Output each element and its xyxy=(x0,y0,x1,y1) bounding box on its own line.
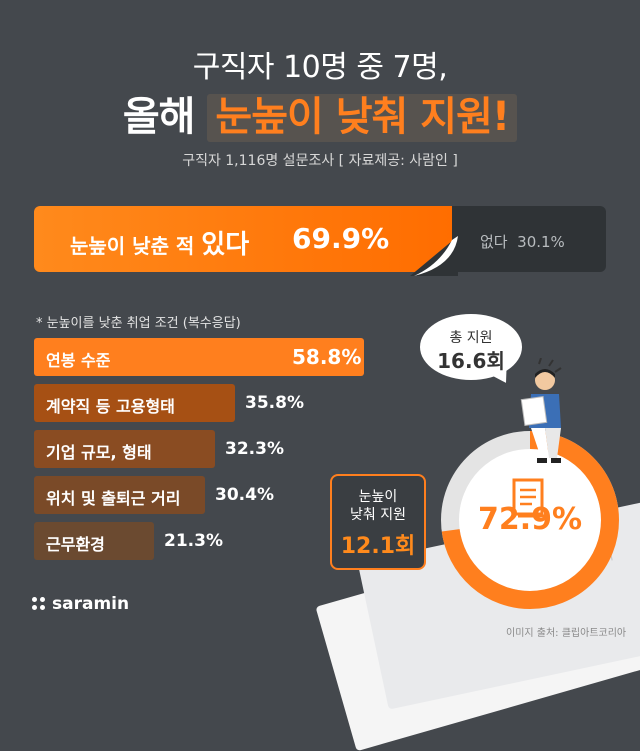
condition-bar xyxy=(34,522,154,560)
title-line2-prefix: 올해 xyxy=(122,94,196,140)
condition-bar xyxy=(34,338,364,376)
main-yes-value: 69.9% xyxy=(292,222,390,255)
ring-value: 72.9% xyxy=(477,502,583,537)
title-line2-highlight: 눈높이 낮춰 지원! xyxy=(207,94,518,142)
lowered-applications-value: 12.1회 xyxy=(340,534,416,559)
title-line1: 구직자 10명 중 7명, xyxy=(192,50,448,85)
main-no-label-text: 없다 xyxy=(480,233,508,251)
condition-value: 21.3% xyxy=(164,531,223,551)
total-applications-label: 총 지원 xyxy=(449,330,493,346)
logo-dots-icon xyxy=(32,597,46,611)
condition-label: 기업 규모, 형태 xyxy=(46,443,152,462)
main-bar-fill xyxy=(34,206,452,272)
main-yes-label-emph: 있다 xyxy=(201,230,250,260)
total-applications-value: 16.6회 xyxy=(437,349,505,373)
subtitle: 구직자 1,116명 설문조사 [ 자료제공: 사람인 ] xyxy=(182,153,458,169)
page-curl-icon xyxy=(410,236,458,276)
lowered-applications-box xyxy=(330,474,426,570)
condition-label: 위치 및 출퇴근 거리 xyxy=(46,489,181,508)
main-no-label: 없다 30.1% xyxy=(480,231,565,252)
lowered-applications-label-1: 눈높이 xyxy=(358,489,398,505)
image-credit: 이미지 출처: 클립아트코리아 xyxy=(506,628,627,639)
condition-value: 58.8% xyxy=(292,345,362,369)
application-ring xyxy=(441,431,619,609)
main-yes-label: 눈높이 낮춘 적 있다 xyxy=(70,224,249,261)
title-line2: 올해 눈높이 낮춰 지원! xyxy=(0,84,640,142)
condition-label: 연봉 수준 xyxy=(46,351,111,370)
condition-bar xyxy=(34,384,235,422)
condition-label: 근무환경 xyxy=(46,535,105,554)
condition-value: 32.3% xyxy=(225,439,284,459)
logo-text: saramin xyxy=(52,594,130,614)
condition-bar xyxy=(34,476,205,514)
condition-value: 30.4% xyxy=(215,485,274,505)
total-applications-bubble xyxy=(420,314,522,380)
saramin-logo: saramin xyxy=(32,594,129,614)
ring-arc xyxy=(441,431,619,609)
main-no-value: 30.1% xyxy=(517,233,565,251)
main-yes-label-prefix: 눈높이 낮춘 적 xyxy=(70,234,195,258)
lowered-applications-label-2: 낮춰 지원 xyxy=(350,507,406,523)
document-icon xyxy=(512,478,544,518)
person-reading-icon xyxy=(520,358,562,463)
condition-label: 계약직 등 고용형태 xyxy=(46,397,175,416)
conditions-title: * 눈높이를 낮춘 취업 조건 (복수응답) xyxy=(36,316,241,331)
condition-value: 35.8% xyxy=(245,393,304,413)
condition-bar xyxy=(34,430,215,468)
